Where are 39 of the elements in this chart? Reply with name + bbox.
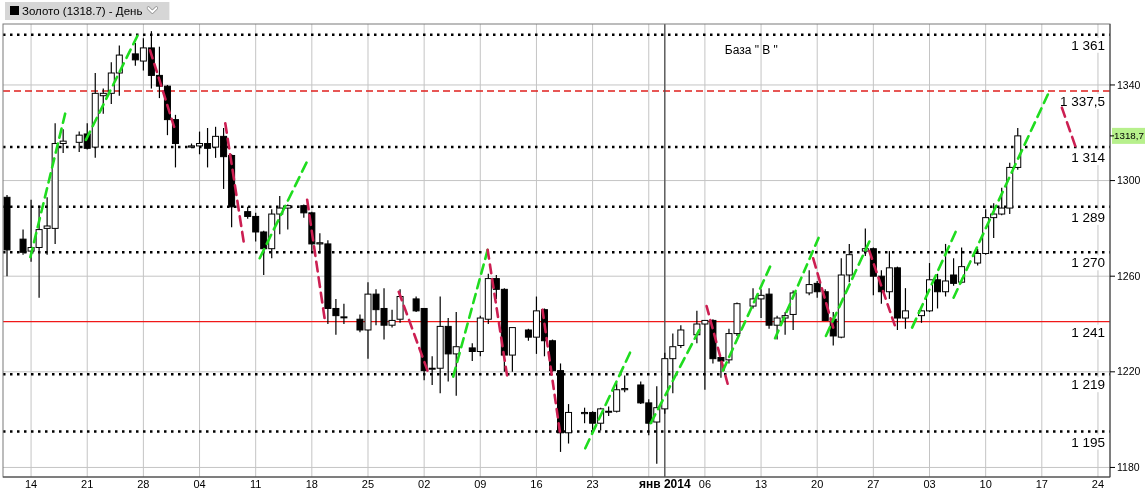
ref-line-label: 1 219 xyxy=(1071,377,1105,393)
x-tick-label: 28 xyxy=(137,478,150,490)
candlestick xyxy=(677,324,685,349)
candlestick xyxy=(340,303,348,325)
y-tick-label: 1340 xyxy=(1117,78,1141,91)
y-tick-label: 1220 xyxy=(1117,365,1141,378)
y-tick-label: 1300 xyxy=(1117,174,1141,187)
x-tick-label: 02 xyxy=(418,478,431,490)
x-tick-label: 21 xyxy=(81,478,94,490)
x-tick-label: 20 xyxy=(811,478,824,490)
x-tick-label: 17 xyxy=(1035,478,1048,490)
x-tick-label: 14 xyxy=(24,478,38,490)
chart-title: Золото (1318.7) - День xyxy=(22,5,143,17)
x-tick-label: 04 xyxy=(193,478,206,490)
ref-line-label: 1 270 xyxy=(1071,255,1105,271)
ref-line-label: 1 337,5 xyxy=(1059,93,1105,109)
ref-line-label: 1 195 xyxy=(1071,434,1105,450)
ref-line-label: 1 314 xyxy=(1071,150,1106,166)
candlestick xyxy=(396,288,404,324)
x-tick-label: янв 2014 xyxy=(638,477,691,491)
x-tick-label: 24 xyxy=(1091,478,1105,490)
x-tick-label: 23 xyxy=(586,478,599,490)
ref-line-label: 1 241 xyxy=(1071,324,1105,340)
y-tick-label: 1260 xyxy=(1117,269,1141,282)
x-tick-label: 25 xyxy=(361,478,375,490)
annotation: 1318,7 xyxy=(1114,130,1144,142)
x-tick-label: 18 xyxy=(305,478,318,490)
x-tick-label: 11 xyxy=(249,478,262,490)
x-tick-label: 13 xyxy=(754,478,768,490)
x-tick-label: 03 xyxy=(923,478,936,490)
x-tick-label: 27 xyxy=(867,478,880,490)
x-tick-label: 06 xyxy=(698,478,712,490)
ref-line-label: 1 289 xyxy=(1071,209,1105,225)
x-tick-label: 10 xyxy=(979,478,992,490)
annotation: База " В " xyxy=(724,43,778,57)
x-tick-label: 16 xyxy=(530,478,543,490)
ref-line-label: 1 361 xyxy=(1071,37,1105,53)
y-tick-label: 1180 xyxy=(1117,461,1140,474)
x-tick-label: 09 xyxy=(474,478,487,490)
